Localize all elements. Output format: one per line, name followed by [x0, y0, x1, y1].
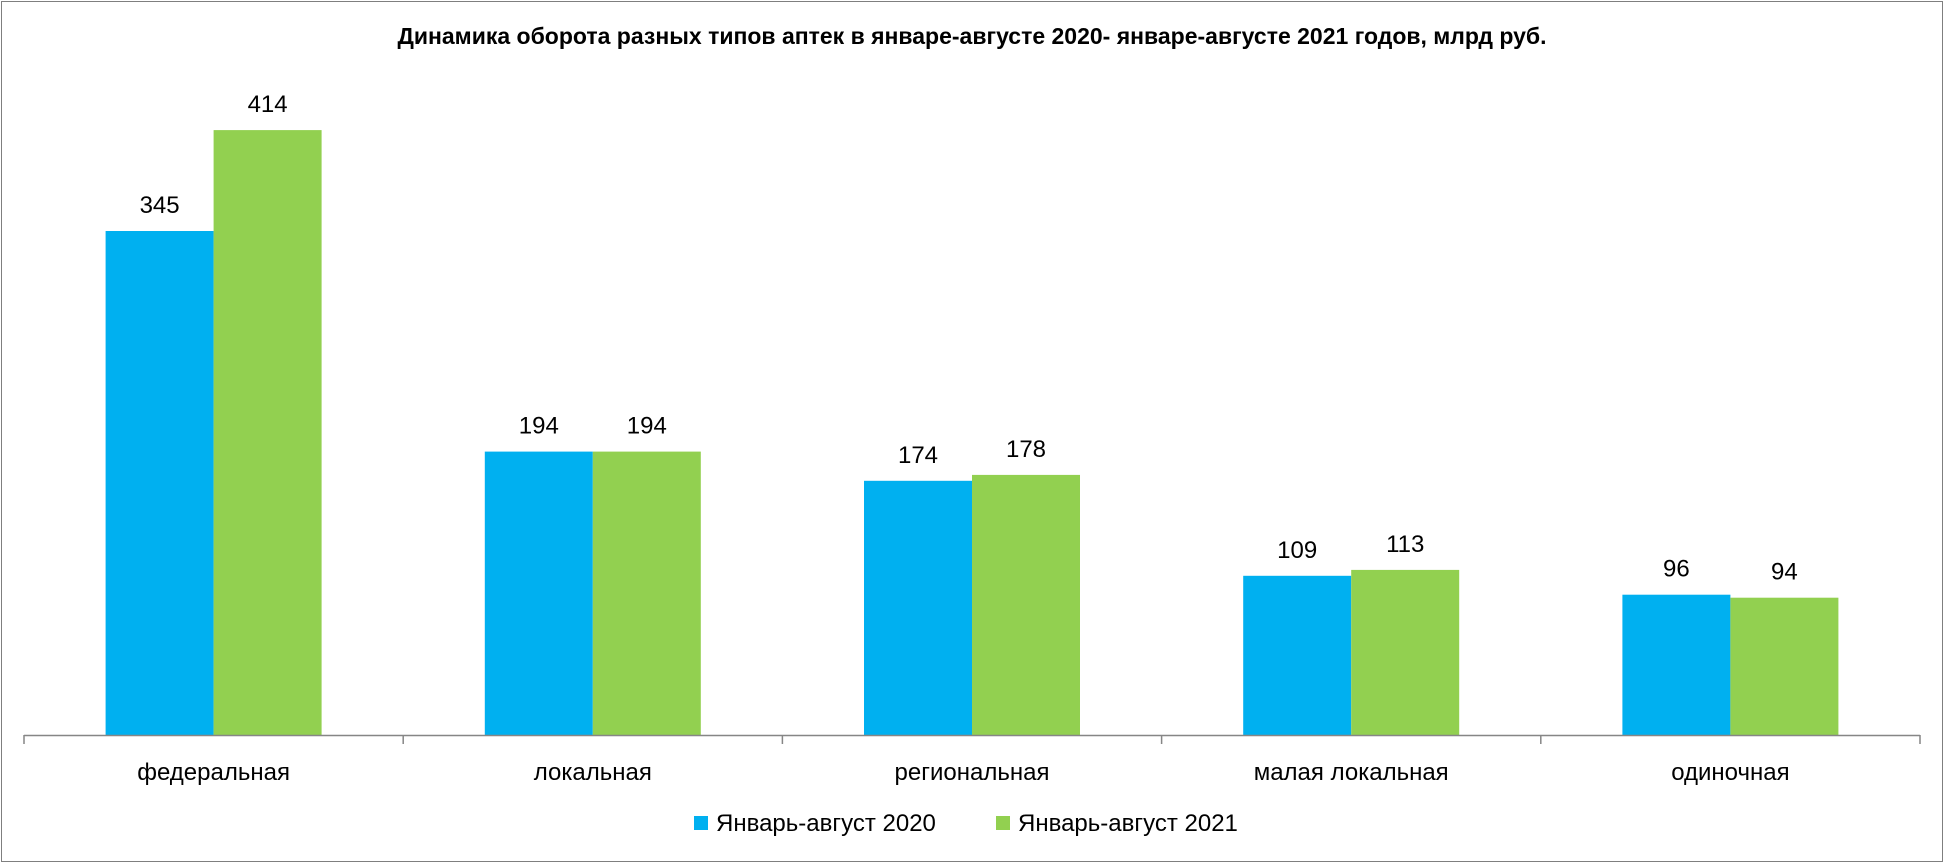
bar-1-5 [1622, 594, 1731, 735]
data-label: 194 [519, 413, 559, 440]
bar-2-4 [1351, 569, 1460, 735]
legend-label-2: Январь-август 2021 [1018, 810, 1238, 837]
bar-2-2 [592, 451, 701, 735]
legend-swatch-2 [996, 816, 1010, 830]
bar-2-1 [213, 130, 322, 736]
legend: Январь-август 2020 Январь-август 2021 [694, 810, 1238, 837]
x-axis: федеральная локальная региональная малая ло… [23, 734, 1921, 786]
bar-1-1 [105, 231, 214, 735]
bar-2-3 [972, 474, 1080, 735]
data-label: 109 [1277, 537, 1317, 564]
data-label: 414 [248, 91, 288, 118]
category-label: малая локальная [1254, 759, 1449, 786]
data-label: 194 [627, 413, 667, 440]
category-label: федеральная [137, 759, 290, 786]
data-label: 174 [898, 442, 938, 469]
data-label: 345 [140, 192, 180, 219]
data-label: 178 [1006, 436, 1046, 463]
data-labels-layer: 345 414 194 194 174 178 109 113 96 94 [140, 91, 1798, 586]
category-label: региональная [895, 759, 1050, 786]
chart-title: Динамика оборота разных типов аптек в ян… [397, 23, 1546, 49]
bars-layer [105, 130, 1839, 736]
data-label: 94 [1771, 559, 1798, 586]
bar-2-5 [1730, 597, 1839, 735]
bar-1-2 [484, 451, 593, 735]
bar-1-4 [1243, 575, 1352, 735]
bar-1-3 [864, 480, 972, 735]
legend-swatch-1 [694, 816, 708, 830]
data-label: 96 [1663, 556, 1690, 583]
data-label: 113 [1386, 531, 1424, 558]
legend-label-1: Январь-август 2020 [716, 810, 936, 837]
category-label: одиночная [1671, 759, 1789, 786]
category-label: локальная [534, 759, 652, 786]
